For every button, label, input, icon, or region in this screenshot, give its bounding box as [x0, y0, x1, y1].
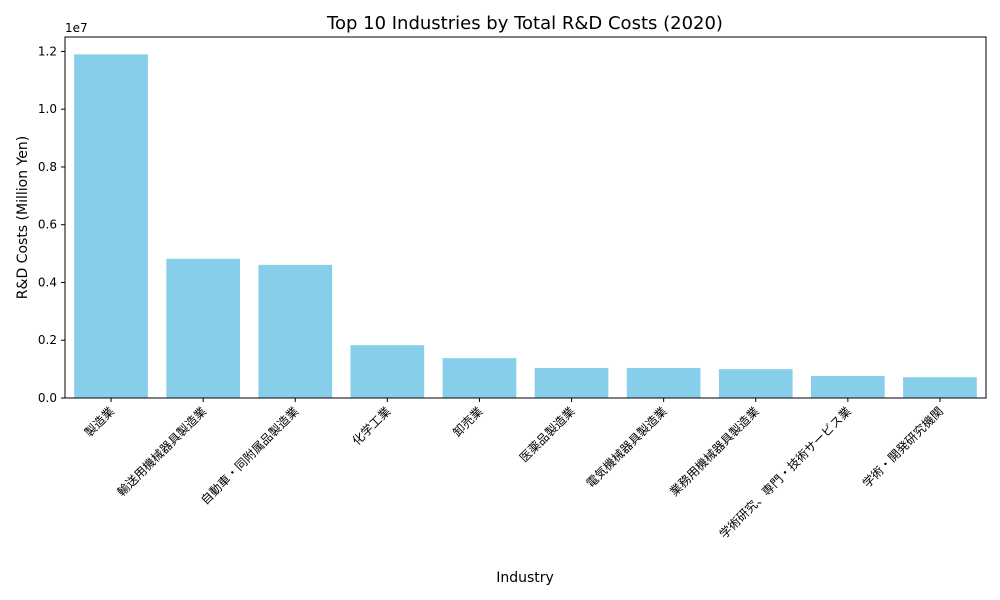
x-tick-label: 電気機械器具製造業 — [583, 404, 670, 491]
y-tick-label: 0.0 — [38, 391, 57, 405]
x-tick-label: 学術・開発研究機関 — [859, 404, 946, 491]
bar — [258, 264, 333, 398]
bar — [350, 345, 425, 398]
chart-title: Top 10 Industries by Total R&D Costs (20… — [326, 13, 723, 34]
x-tick-label: 輸送用機械器具製造業 — [114, 404, 209, 499]
x-tick-label: 卸売業 — [449, 404, 485, 440]
y-tick-label: 0.8 — [38, 160, 57, 174]
y-tick-label: 1.2 — [38, 44, 57, 58]
y-tick-label: 1.0 — [38, 102, 57, 116]
x-axis-label: Industry — [496, 570, 554, 586]
bar — [74, 54, 148, 398]
x-tick-label: 医薬品製造業 — [517, 404, 578, 465]
bar — [811, 376, 885, 398]
plot-frame — [64, 36, 987, 399]
x-tick-label: 自動車・同附属品製造業 — [198, 404, 301, 507]
bar — [442, 358, 517, 398]
x-tick-label: 業務用機械器具製造業 — [666, 404, 761, 499]
y-ticks-group: 0.0 0.2 0.4 0.6 0.8 1.0 1.2 — [38, 44, 65, 405]
x-tick-label: 化学工業 — [349, 404, 394, 449]
bar — [903, 377, 977, 398]
bar — [166, 258, 240, 398]
x-tick-label: 製造業 — [82, 404, 117, 439]
bars-group — [74, 54, 977, 398]
y-axis-offset-label: 1e7 — [65, 21, 88, 35]
y-tick-label: 0.6 — [38, 218, 57, 232]
y-axis-label: R&D Costs (Million Yen) — [15, 136, 31, 299]
bar — [718, 369, 793, 398]
bar — [534, 367, 609, 398]
y-tick-label: 0.4 — [38, 275, 57, 289]
y-tick-label: 0.2 — [38, 333, 57, 347]
bar — [626, 367, 701, 398]
